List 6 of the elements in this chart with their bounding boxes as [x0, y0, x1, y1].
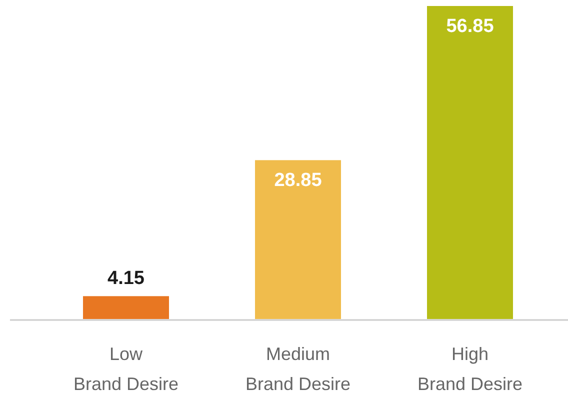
x-tick-label: High Brand Desire — [417, 344, 523, 394]
x-tick-label: Medium Brand Desire — [245, 344, 351, 394]
data-label: 56.85 — [446, 16, 494, 37]
data-label: 4.15 — [108, 268, 145, 290]
x-tick-label: Low Brand Desire — [73, 344, 179, 394]
data-label: 28.85 — [274, 170, 322, 192]
